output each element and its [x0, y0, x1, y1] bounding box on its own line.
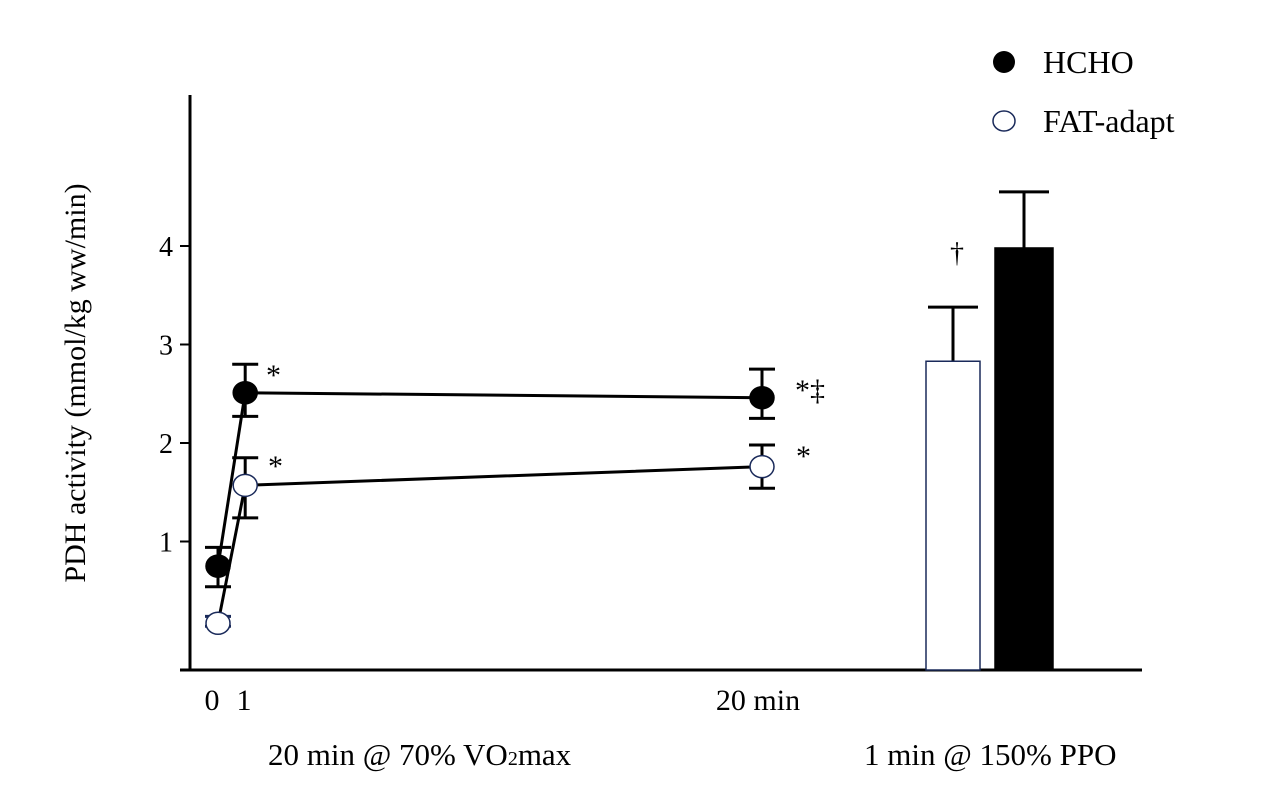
group-label-sprint: 1 min @ 150% PPO [864, 737, 1116, 772]
legend-marker-hcho [993, 51, 1015, 73]
series-line-hcho [216, 391, 763, 567]
y-tick-label: 2 [159, 429, 173, 460]
x-tick-label-1: 1 [237, 684, 252, 717]
legend: HCHO FAT-adapt [992, 44, 1175, 139]
legend-marker-fat-adapt [992, 110, 1016, 132]
bar-fat-adapt [925, 360, 981, 671]
data-point-hcho [232, 381, 258, 405]
group-label-exercise: 20 min @ 70% VO2max [268, 737, 572, 772]
annotation-fat-bar: † [950, 238, 964, 269]
y-tick-label: 3 [159, 331, 173, 362]
data-point-fat-adapt [232, 473, 258, 498]
data-point-fat-adapt [749, 454, 775, 479]
y-tick-label: 1 [159, 528, 173, 559]
legend-label-hcho: HCHO [1043, 44, 1134, 80]
annotation-fat-20: * [796, 440, 811, 473]
x-tick-label-0: 0 [205, 684, 220, 717]
data-point-hcho [749, 385, 775, 410]
y-axis-label: PDH activity (mmol/kg ww/min) [59, 183, 92, 582]
data-point-fat-adapt [205, 611, 231, 636]
data-point-hcho [205, 554, 231, 578]
annotation-hcho-20: *‡ [795, 374, 825, 407]
y-tick-label: 4 [159, 232, 173, 263]
legend-label-fat-adapt: FAT-adapt [1043, 103, 1175, 139]
annotation-hcho-1: * [266, 359, 281, 392]
x-tick-label-20: 20 min [716, 684, 800, 717]
bar-hcho [994, 247, 1054, 671]
series-line-fat-adapt [216, 465, 763, 624]
annotation-fat-1: * [268, 450, 283, 483]
